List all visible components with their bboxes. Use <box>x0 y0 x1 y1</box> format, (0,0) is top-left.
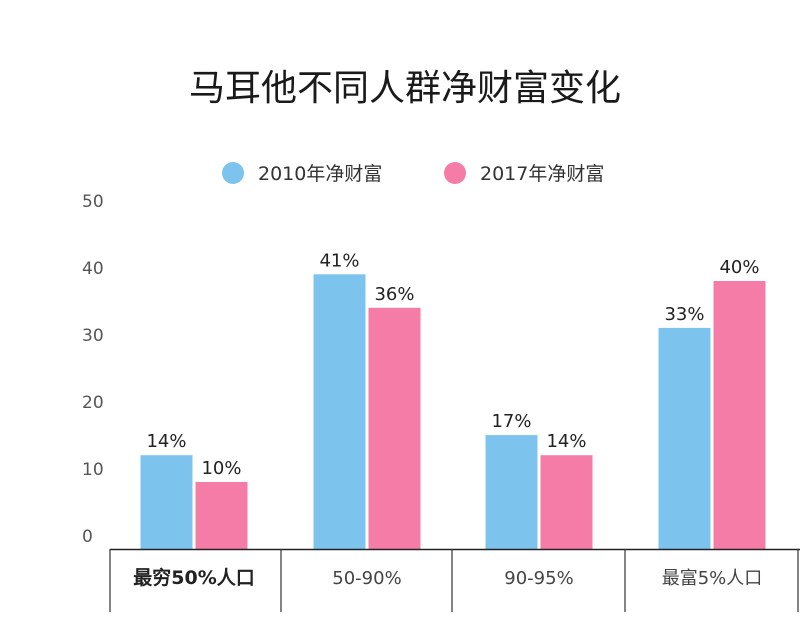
x-tick-label-0: 最穷50%人口 <box>133 566 254 589</box>
x-tick-label-1: 50-90% <box>332 568 401 589</box>
bar-2017-2 <box>540 455 593 549</box>
bar-2010-1 <box>313 274 366 549</box>
y-tick-label-30: 30 <box>82 326 104 346</box>
data-label-2010-2: 17% <box>491 411 531 432</box>
x-axis: 最穷50%人口 50-90% 90-95% 最富5%人口 <box>109 548 800 612</box>
bar-2010-3 <box>658 327 711 549</box>
chart-title: 马耳他不同人群净财富变化 <box>189 68 621 109</box>
y-axis: 0 10 20 30 40 50 <box>82 192 104 547</box>
bar-2017-1 <box>368 307 421 549</box>
data-label-2017-0: 10% <box>201 458 241 479</box>
data-label-2017-3: 40% <box>719 257 759 278</box>
legend-label-2017: 2017年净财富 <box>480 163 604 185</box>
legend-label-2010: 2010年净财富 <box>258 163 382 185</box>
y-tick-label-40: 40 <box>82 259 104 279</box>
legend: 2010年净财富 2017年净财富 <box>222 162 604 185</box>
y-tick-label-10: 10 <box>82 460 104 480</box>
data-labels: 14% 10% 41% 36% 17% 14% 33% 40% <box>146 250 759 479</box>
data-label-2010-0: 14% <box>146 431 186 452</box>
data-label-2017-2: 14% <box>546 431 586 452</box>
x-tick-label-3: 最富5%人口 <box>662 568 763 589</box>
bar-2010-0 <box>140 455 193 549</box>
legend-swatch-2017 <box>444 162 466 184</box>
legend-swatch-2010 <box>222 162 244 184</box>
y-tick-label-0: 0 <box>82 527 93 547</box>
x-tick-label-2: 90-95% <box>504 568 573 589</box>
bar-2017-3 <box>713 281 766 549</box>
bar-2010-2 <box>485 435 538 549</box>
data-label-2010-3: 33% <box>664 304 704 325</box>
y-tick-label-20: 20 <box>82 393 104 413</box>
bars <box>140 274 766 549</box>
data-label-2017-1: 36% <box>374 284 414 305</box>
data-label-2010-1: 41% <box>319 250 359 271</box>
bar-2017-0 <box>195 482 248 549</box>
y-tick-label-50: 50 <box>82 192 104 212</box>
